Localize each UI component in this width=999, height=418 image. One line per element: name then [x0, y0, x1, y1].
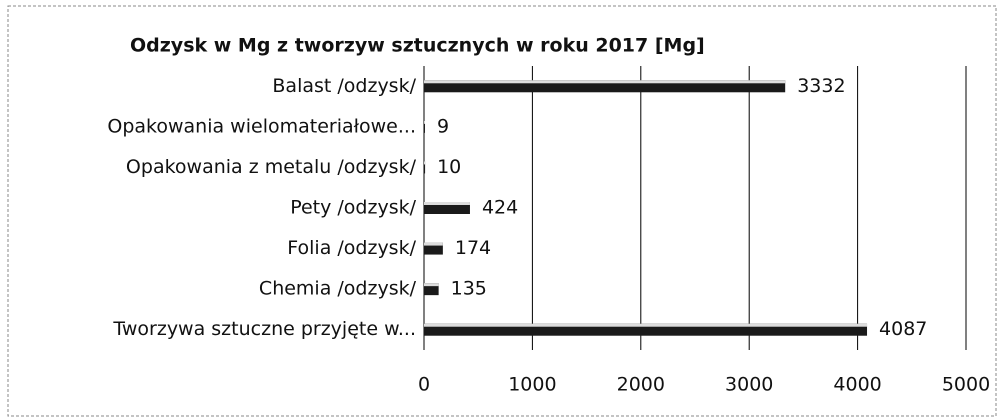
- bar-highlight: [424, 242, 443, 246]
- data-label: 135: [451, 278, 487, 300]
- y-tick-label: Opakowania z metalu /odzysk/: [126, 156, 417, 178]
- x-tick-label: 5000: [942, 374, 990, 396]
- data-label: 3332: [797, 75, 845, 97]
- bar-highlight: [424, 161, 426, 165]
- y-tick-label: Pety /odzysk/: [290, 197, 416, 219]
- bar-highlight: [424, 120, 425, 124]
- bar-highlight: [424, 80, 786, 84]
- y-tick-label: Balast /odzysk/: [272, 75, 416, 97]
- x-tick-label: 0: [418, 374, 430, 396]
- bar-highlight: [424, 202, 470, 205]
- y-tick-label: Tworzywa sztuczne przyjęte w...: [112, 318, 416, 340]
- chart-title: Odzysk w Mg z tworzyw sztucznych w roku …: [130, 35, 705, 57]
- bar-highlight: [424, 283, 439, 287]
- bar: [424, 161, 426, 174]
- x-tick-label: 3000: [725, 374, 773, 396]
- x-tick-label: 1000: [508, 374, 556, 396]
- data-label: 10: [437, 156, 461, 178]
- data-label: 9: [437, 115, 449, 137]
- y-tick-label: Folia /odzysk/: [287, 237, 416, 259]
- data-label: 4087: [879, 318, 927, 340]
- data-label: 174: [455, 237, 491, 259]
- chart-border: [7, 5, 997, 417]
- bar-highlight: [424, 323, 868, 327]
- bar: [424, 120, 425, 133]
- data-label: 424: [482, 197, 518, 219]
- x-tick-label: 4000: [833, 374, 881, 396]
- y-tick-label: Chemia /odzysk/: [259, 278, 417, 300]
- x-tick-label: 2000: [617, 374, 665, 396]
- y-tick-label: Opakowania wielomateriałowe...: [107, 115, 416, 137]
